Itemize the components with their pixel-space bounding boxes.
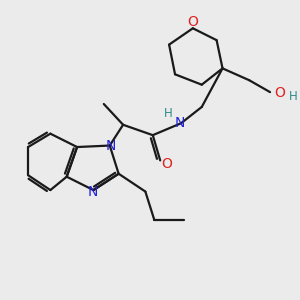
Text: O: O: [274, 86, 285, 100]
Text: H: H: [164, 107, 173, 120]
Text: N: N: [88, 184, 98, 199]
Text: O: O: [161, 157, 172, 171]
Text: H: H: [288, 90, 297, 103]
Text: N: N: [174, 116, 185, 130]
Text: O: O: [188, 15, 198, 29]
Text: N: N: [105, 139, 116, 153]
